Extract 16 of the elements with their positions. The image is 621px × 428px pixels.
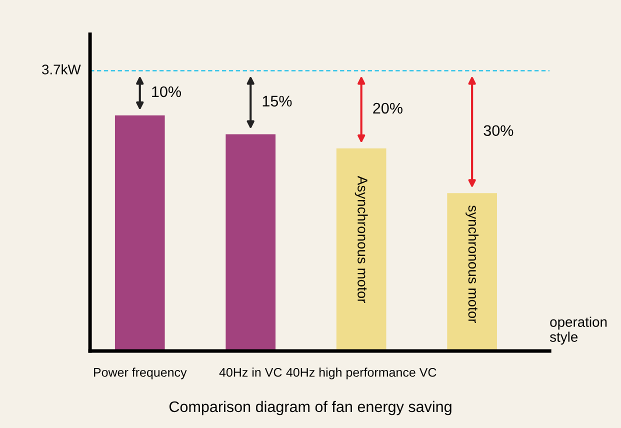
annotation: synchronous motor	[466, 206, 479, 323]
bar	[336, 148, 386, 351]
bar	[114, 115, 165, 351]
text: 20%	[373, 102, 402, 114]
x-tick-label: 40Hz in VC	[219, 368, 282, 377]
ref-line-label: 3.7kW	[42, 64, 81, 74]
annotation: 30%	[484, 125, 514, 136]
text: Comparison diagram of fan energy saving	[169, 400, 452, 416]
x-tick-label: 40Hz high performance VC	[286, 368, 436, 380]
bar	[447, 193, 497, 351]
text: 15%	[262, 96, 292, 107]
x-axis-title: operation style	[550, 316, 607, 345]
text: 10%	[152, 86, 181, 98]
bar	[226, 134, 276, 351]
x-tick-label: Power frequency	[94, 368, 187, 380]
annotation: Asynchronous motor	[354, 176, 368, 304]
